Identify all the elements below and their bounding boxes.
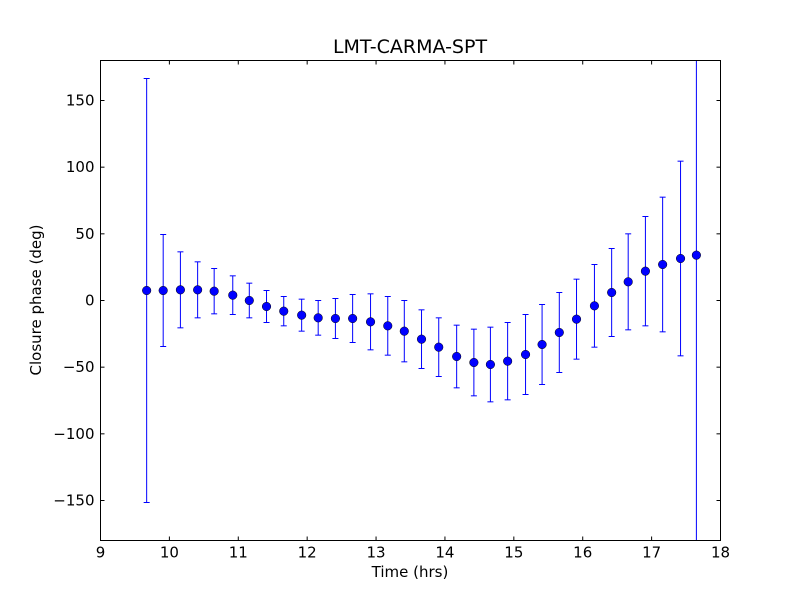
data-point: [469, 357, 479, 368]
data-point: [485, 359, 495, 370]
data-point: [520, 349, 531, 360]
data-point: [228, 290, 238, 300]
data-point: [607, 287, 617, 298]
data-point: [640, 266, 650, 276]
plot-frame: [100, 60, 721, 541]
data-point: [416, 334, 427, 344]
x-axis-label: Time (hrs): [371, 563, 449, 581]
data-point: [142, 285, 152, 296]
data-point: [365, 317, 376, 327]
data-point: [261, 301, 272, 312]
y-tick-label: −50: [63, 358, 95, 376]
data-point: [297, 310, 307, 320]
y-axis-label: Closure phase (deg): [27, 225, 45, 376]
x-tick-label: 12: [298, 544, 317, 562]
data-point: [279, 306, 289, 316]
data-point: [691, 250, 701, 260]
data-point: [434, 342, 444, 352]
data-point: [623, 277, 633, 287]
x-tick-label: 16: [573, 544, 592, 562]
data-point: [675, 253, 686, 264]
data-point: [452, 351, 462, 362]
data-point: [348, 313, 358, 324]
data-point: [383, 321, 393, 331]
data-point: [209, 286, 219, 296]
x-tick-label: 11: [229, 544, 248, 562]
y-tick-label: 0: [85, 292, 95, 310]
data-point: [554, 327, 564, 338]
data-point: [537, 339, 547, 350]
data-series: [142, 60, 701, 541]
y-tick-label: 50: [75, 225, 94, 243]
chart-title: LMT-CARMA-SPT: [333, 36, 488, 58]
x-tick-label: 15: [504, 544, 523, 562]
data-point: [175, 285, 185, 295]
data-point: [658, 259, 668, 270]
y-tick-label: 100: [66, 158, 95, 176]
y-tick-label: 150: [66, 92, 95, 110]
data-point: [244, 295, 254, 306]
data-point: [399, 326, 409, 336]
data-point: [571, 314, 582, 324]
data-point: [313, 313, 323, 323]
data-point: [330, 313, 340, 324]
data-point: [589, 301, 599, 311]
x-tick-label: 9: [96, 544, 106, 562]
data-point: [158, 285, 168, 296]
data-point: [503, 356, 513, 366]
x-tick-label: 17: [642, 544, 661, 562]
y-tick-label: −100: [53, 425, 94, 443]
data-point: [193, 285, 203, 295]
x-tick-label: 18: [711, 544, 730, 562]
x-tick-label: 13: [367, 544, 386, 562]
x-tick-label: 10: [160, 544, 179, 562]
x-tick-label: 14: [435, 544, 454, 562]
y-tick-label: −150: [53, 492, 94, 510]
